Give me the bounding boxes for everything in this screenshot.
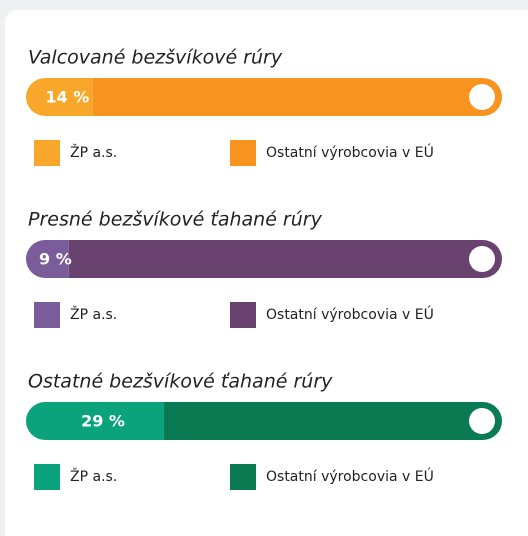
bar-segment xyxy=(26,78,93,116)
end-knob xyxy=(469,84,495,110)
bar-segment xyxy=(26,240,69,278)
legend-swatch xyxy=(34,140,60,166)
legend-swatch xyxy=(230,302,256,328)
chart-title: Ostatné bezšvíkové ťahané rúry xyxy=(28,371,333,393)
legend-swatch xyxy=(230,464,256,490)
bar-group xyxy=(26,78,502,116)
legend-label: ŽP a.s. xyxy=(70,467,117,485)
legend-swatch xyxy=(230,140,256,166)
end-knob xyxy=(469,246,495,272)
legend-swatch xyxy=(34,464,60,490)
legend-label: Ostatní výrobcovia v EÚ xyxy=(266,143,434,161)
value-label: 29 % xyxy=(81,412,125,431)
value-label: 14 % xyxy=(45,88,89,107)
bar-segment xyxy=(26,402,165,440)
value-label: 9 % xyxy=(39,250,72,269)
bar-segment xyxy=(92,78,502,116)
legend-swatch xyxy=(34,302,60,328)
legend-label: ŽP a.s. xyxy=(70,305,117,323)
end-knob xyxy=(469,408,495,434)
legend-label: Ostatní výrobcovia v EÚ xyxy=(266,467,434,485)
legend-label: Ostatní výrobcovia v EÚ xyxy=(266,305,434,323)
legend-label: ŽP a.s. xyxy=(70,143,117,161)
bar-segment xyxy=(164,402,502,440)
chart-title: Presné bezšvíkové ťahané rúry xyxy=(28,209,323,231)
chart-title: Valcované bezšvíkové rúry xyxy=(28,47,283,69)
bar-group xyxy=(26,240,502,278)
bar-group xyxy=(26,402,502,440)
bar-segment xyxy=(68,240,502,278)
